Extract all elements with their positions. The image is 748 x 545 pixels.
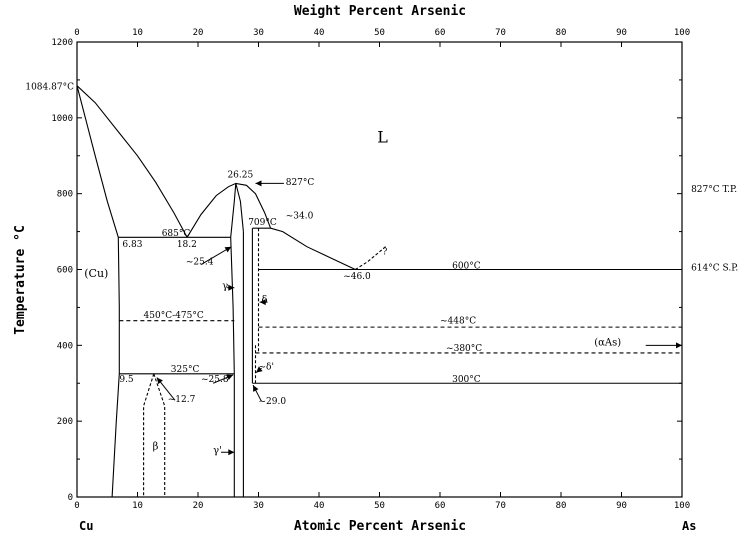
x-tick-label: 30 [253, 501, 264, 511]
x-tick-label: 70 [495, 501, 506, 511]
x-tick-label: 100 [674, 501, 690, 511]
annotation-label: ~25.4 [186, 258, 214, 268]
arrow-head [224, 246, 232, 253]
x-tick-label: 10 [132, 501, 143, 511]
top-axis-title: Weight Percent Arsenic [294, 4, 466, 19]
annotation-label: 6.83 [122, 240, 142, 250]
annotation-label: ~380°C [446, 344, 482, 354]
annotations: 1084.87°C L 26.25 827°C 827°C T.P. 685°C 6.83 1… [25, 82, 738, 456]
annotation-label: L [377, 127, 388, 146]
arrow-head [259, 299, 266, 306]
annotation-label: 614°C S.P. [691, 263, 738, 273]
annotation-label: 600°C [452, 261, 481, 271]
phase-boundaries [76, 85, 682, 498]
annotation-label: (Cu) [84, 267, 108, 280]
x-tick-label: 50 [374, 501, 385, 511]
annotation-label: (αAs) [594, 337, 621, 348]
annotation-label: ~448°C [440, 316, 476, 326]
arrow-head [676, 342, 682, 349]
phase-boundary-cu-solvus-upper [76, 85, 119, 238]
axes-ticks: 0 10 20 30 40 50 60 70 80 90 1000 10 20 30 40 50 60 70 80 9… [51, 28, 690, 511]
top-tick-label: 20 [193, 28, 204, 38]
x-tick-label: 60 [435, 501, 446, 511]
annotation-label: 450°C-475°C [144, 311, 204, 321]
annotation-label: ~29.0 [259, 397, 287, 407]
phase-boundary-gamma-cap [230, 183, 244, 238]
phase-boundary-liquidus-dashed [355, 246, 386, 270]
phase-boundary-beta-right [153, 373, 166, 497]
arrow-head [226, 374, 234, 380]
annotation-label: ~12.7 [168, 395, 196, 405]
annotation-label: ~δ' [259, 363, 274, 373]
y-tick-label: 400 [57, 341, 73, 351]
annotation-label: ~25.8 [201, 375, 229, 385]
arrow-head [228, 449, 235, 456]
top-tick-label: 80 [556, 28, 567, 38]
right-end-label: As [682, 519, 696, 533]
x-axis-title: Atomic Percent Arsenic [294, 519, 466, 534]
x-tick-label: 90 [616, 501, 627, 511]
x-tick-label: 0 [74, 501, 79, 511]
annotation-label: 9.5 [119, 375, 134, 385]
y-tick-label: 0 [68, 493, 73, 503]
y-tick-label: 600 [57, 266, 73, 276]
left-end-label: Cu [79, 519, 93, 533]
y-tick-label: 1000 [51, 114, 73, 124]
top-tick-label: 70 [495, 28, 506, 38]
annotation-label: β [153, 442, 159, 453]
top-tick-label: 40 [314, 28, 325, 38]
annotation-label: 18.2 [177, 240, 197, 250]
arrow-head [228, 284, 235, 291]
annotation-label: 827°C T.P. [691, 185, 737, 195]
top-tick-label: 60 [435, 28, 446, 38]
top-tick-label: 50 [374, 28, 385, 38]
phase-boundary-gamma-left [230, 237, 235, 497]
phase-boundary-cu-boundary [111, 237, 120, 498]
annotation-label: ? [383, 247, 388, 257]
annotation-label: ~46.0 [343, 272, 371, 282]
annotation-label: γ [222, 281, 228, 292]
x-tick-label: 40 [314, 501, 325, 511]
annotation-label: 26.25 [227, 170, 253, 180]
arrow-head [256, 366, 263, 373]
arrow-head [253, 385, 259, 392]
arrow-head [255, 180, 262, 187]
top-tick-label: 0 [74, 28, 79, 38]
annotation-label: 325°C [171, 365, 200, 375]
y-axis-title: Temperature °C [13, 225, 28, 335]
annotation-label: 1084.87°C [25, 82, 74, 92]
top-tick-label: 90 [616, 28, 627, 38]
annotation-label: γ' [213, 445, 222, 456]
top-tick-label: 10 [132, 28, 143, 38]
top-tick-label: 100 [674, 28, 690, 38]
annotation-label: ~34.0 [286, 211, 314, 221]
arrow-head [156, 377, 163, 385]
phase-boundary-liquidus-as [270, 227, 356, 270]
x-tick-label: 80 [556, 501, 567, 511]
phase-boundary-beta-left [143, 373, 155, 497]
y-tick-label: 200 [57, 417, 73, 427]
annotation-label: δ [262, 295, 268, 306]
x-tick-label: 20 [193, 501, 204, 511]
annotation-label: 827°C [286, 178, 315, 188]
annotation-label: 709°C [248, 218, 277, 228]
annotation-label: 300°C [452, 375, 481, 385]
y-tick-label: 1200 [51, 38, 73, 48]
top-tick-label: 30 [253, 28, 264, 38]
annotation-label: 685°C [162, 229, 191, 239]
phase-boundary-liquidus-cu [76, 85, 188, 238]
y-tick-label: 800 [57, 190, 73, 200]
